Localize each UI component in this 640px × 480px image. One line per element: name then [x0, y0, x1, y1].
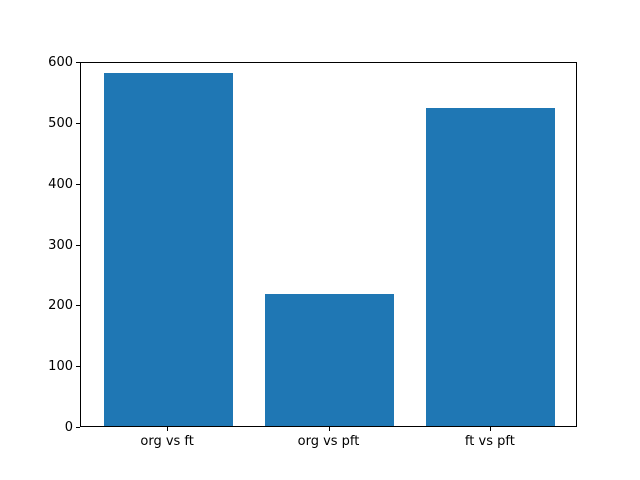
y-tick-label: 0 — [64, 420, 73, 435]
x-tick-label: org vs pft — [297, 434, 360, 449]
y-tick-mark — [76, 62, 80, 63]
x-tick-label: org vs ft — [140, 434, 194, 449]
bar-ft-vs-pft — [426, 107, 556, 426]
y-tick-label: 100 — [48, 359, 73, 375]
y-tick-mark — [76, 366, 80, 368]
y-tick-label: 200 — [48, 298, 73, 314]
x-tick-mark — [167, 427, 169, 431]
y-tick-mark — [76, 427, 80, 428]
x-tick-label: ft vs pft — [464, 434, 515, 449]
y-tick-label: 300 — [48, 237, 73, 253]
plot-area — [80, 62, 577, 427]
y-tick-label: 400 — [48, 176, 73, 192]
x-tick-mark — [489, 427, 491, 431]
y-tick-label: 600 — [48, 55, 73, 70]
bar-org-vs-ft — [103, 73, 233, 426]
y-tick-mark — [76, 122, 80, 124]
y-tick-mark — [76, 305, 80, 307]
y-tick-label: 500 — [48, 115, 73, 131]
y-tick-mark — [76, 183, 80, 185]
bar-org-vs-pft — [264, 294, 395, 426]
x-tick-mark — [328, 427, 330, 431]
y-tick-mark — [76, 244, 80, 246]
